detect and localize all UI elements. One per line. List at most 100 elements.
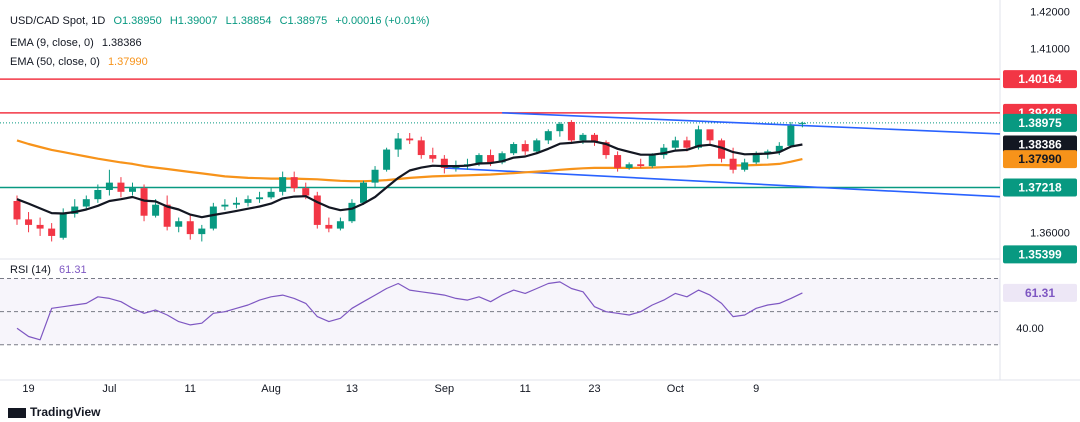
candle-body — [614, 155, 622, 168]
candle-body — [290, 177, 298, 189]
ema50-legend[interactable]: EMA (50, close, 0) 1.37990 — [10, 55, 153, 69]
candle — [521, 140, 529, 156]
ema9-label: EMA (9, close, 0) — [10, 37, 94, 49]
candle — [417, 136, 425, 159]
candle — [221, 199, 229, 211]
ema50-value: 1.37990 — [107, 56, 148, 68]
ohlc-legend: USD/CAD Spot, 1D O1.38950 H1.39007 L1.38… — [10, 14, 435, 28]
price-badge-label: 1.38386 — [1018, 138, 1062, 152]
ema50-series — [16, 139, 803, 183]
rsi-badge: 61.31 — [1003, 283, 1077, 302]
candle-body — [209, 206, 217, 229]
candle — [140, 184, 148, 222]
candle-body — [371, 169, 379, 183]
candle-body — [741, 162, 749, 170]
candle — [209, 202, 217, 231]
tradingview-logo[interactable]: TradingView — [8, 405, 100, 419]
candle-body — [487, 155, 495, 163]
candle-body — [36, 224, 44, 229]
change-value: +0.00016 (+0.01%) — [335, 15, 430, 27]
candle — [198, 224, 206, 242]
candle-body — [764, 151, 772, 154]
candle — [25, 212, 33, 233]
ema9-line — [16, 140, 803, 219]
time-tick-label: Oct — [667, 383, 684, 395]
brand-label: TradingView — [30, 405, 101, 419]
candle — [544, 129, 552, 145]
candle-body — [129, 188, 136, 192]
high-value: H1.39007 — [169, 15, 218, 27]
price-badge-label: 1.37218 — [1018, 180, 1062, 194]
channel-lines — [444, 111, 1001, 198]
candle — [798, 121, 806, 128]
time-tick-label: 19 — [22, 383, 34, 395]
symbol-label[interactable]: USD/CAD Spot, 1D — [10, 15, 106, 27]
price-badge-label: 1.35399 — [1018, 247, 1062, 261]
candle-body — [706, 129, 714, 141]
candle-body — [360, 182, 367, 203]
grid — [0, 0, 1080, 381]
ema9-value: 1.38386 — [101, 37, 142, 49]
candle — [591, 133, 598, 146]
time-tick-label: 9 — [753, 383, 759, 395]
candle-body — [475, 155, 483, 165]
close-value: C1.38975 — [279, 15, 328, 27]
candle-body — [198, 228, 206, 235]
price-badge-support: 1.37218 — [1003, 178, 1077, 197]
price-badge-bg — [1003, 135, 1077, 154]
time-axis: 19 Jul 11 Aug 13 Sep 11 23 Oct 9 — [22, 383, 759, 395]
candle — [279, 171, 287, 196]
candle-body — [105, 182, 113, 190]
candle-body — [429, 155, 437, 159]
candle-body — [660, 147, 668, 156]
time-tick-label: 11 — [519, 383, 530, 395]
candle — [36, 217, 44, 236]
candle-body — [533, 140, 541, 152]
candle-body — [544, 131, 552, 141]
time-tick-label: 23 — [588, 383, 600, 395]
candle — [406, 133, 414, 145]
candle — [336, 217, 344, 231]
candle-body — [752, 153, 760, 163]
rsi-badge-bg — [1003, 283, 1077, 302]
candle-body — [163, 204, 171, 227]
rsi-pane — [0, 278, 1000, 346]
ema50-line — [16, 139, 803, 183]
ema9-series — [16, 140, 803, 219]
candle-body — [718, 140, 726, 159]
candle-body — [591, 134, 598, 143]
candle-body — [729, 158, 737, 170]
price-tick-label: 1.36000 — [1030, 227, 1070, 239]
candle — [175, 217, 183, 233]
time-tick-label: Jul — [102, 383, 116, 395]
candle — [625, 162, 633, 170]
candle-body — [602, 142, 610, 156]
channel-upper-line — [502, 111, 1001, 135]
candle — [510, 142, 518, 156]
candle — [256, 191, 264, 203]
price-badge-bg — [1003, 178, 1077, 197]
ema9-legend[interactable]: EMA (9, close, 0) 1.38386 — [10, 36, 147, 50]
rsi-line — [16, 281, 803, 341]
price-badge-label: 1.40164 — [1018, 72, 1062, 86]
candle — [660, 144, 668, 159]
candle — [186, 213, 194, 240]
candle-body — [383, 149, 391, 170]
candle — [718, 138, 726, 163]
ema50-label: EMA (50, close, 0) — [10, 56, 100, 68]
candle-body — [82, 199, 90, 207]
price-badge-ema50: 1.37990 — [1003, 150, 1077, 169]
tradingview-logo-icon — [8, 407, 26, 418]
time-tick-label: 13 — [346, 383, 358, 395]
candle-body — [313, 195, 321, 225]
time-tick-label: Sep — [435, 383, 455, 395]
candle-body — [556, 123, 564, 132]
candle — [290, 171, 298, 192]
rsi-legend[interactable]: RSI (14) 61.31 — [10, 263, 92, 277]
open-value: O1.38950 — [113, 15, 162, 27]
candle-body — [336, 221, 344, 229]
time-tick-label: 11 — [185, 383, 196, 395]
candle-body — [325, 224, 333, 229]
